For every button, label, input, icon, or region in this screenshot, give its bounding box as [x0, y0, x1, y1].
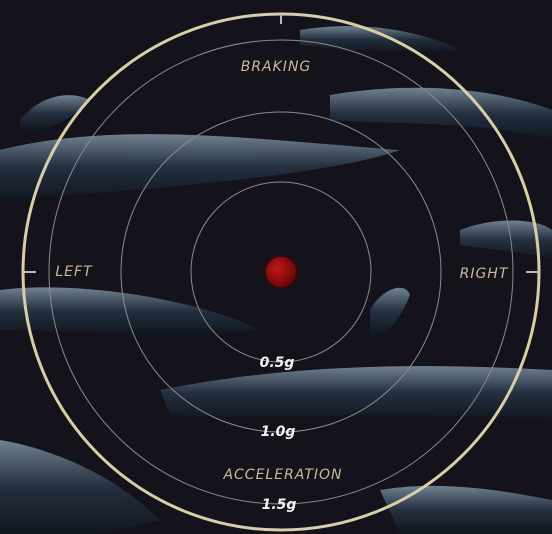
acceleration-label: ACCELERATION: [222, 467, 342, 483]
rings: [21, 12, 541, 532]
ring-middle: [120, 111, 442, 433]
ring-inner: [190, 181, 372, 363]
background: [0, 26, 552, 534]
braking-label: BRAKING: [241, 59, 312, 75]
left-label: LEFT: [55, 264, 93, 280]
right-label: RIGHT: [460, 266, 509, 282]
g-dot: [264, 255, 298, 289]
ring-outer: [48, 39, 514, 505]
ring-label: 1.5g: [262, 497, 297, 513]
ring-label: 1.0g: [261, 424, 296, 440]
ring-label: 0.5g: [260, 355, 295, 371]
